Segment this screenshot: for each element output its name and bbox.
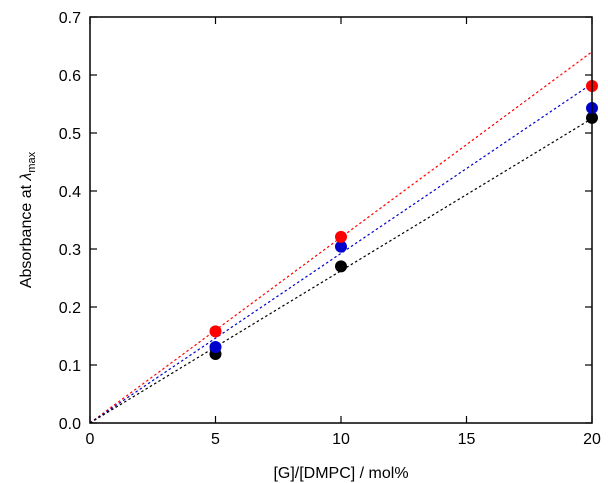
y-tick-label: 0.2 [59, 300, 81, 317]
data-point [335, 230, 347, 243]
y-axis-label-text: Absorbance at [18, 181, 35, 289]
y-axis-label-symbol: λ [18, 173, 35, 182]
y-tick-label: 0.6 [59, 68, 81, 85]
x-axis-label: [G]/[DMPC] / mol% [273, 465, 408, 482]
x-tick-label: 5 [211, 431, 220, 448]
y-axis-label: Absorbance at λmax [18, 151, 38, 288]
plot-frame [89, 16, 593, 424]
y-tick-label: 0.5 [59, 126, 81, 143]
x-tick-label: 15 [458, 431, 476, 448]
y-tick-label: 0.0 [59, 416, 81, 433]
data-point [209, 341, 222, 354]
data-point [335, 240, 347, 253]
y-tick-label: 0.1 [59, 358, 81, 375]
y-tick-label: 0.4 [59, 184, 81, 201]
x-tick-label: 10 [332, 431, 350, 448]
y-tick-label: 0.3 [59, 242, 81, 259]
ticks-layer [89, 16, 593, 424]
data-points-layer [209, 80, 598, 360]
fit-line [89, 83, 593, 424]
data-point [209, 325, 222, 338]
x-tick-label: 20 [583, 431, 601, 448]
y-axis-label-subscript: max [26, 151, 38, 172]
y-tick-label: 0.7 [59, 10, 81, 27]
tick-labels-layer: 0 5 10 15 20 0.0 0.1 0.2 0.3 0.4 0.5 0.6 0.7 [59, 10, 601, 448]
data-point [335, 260, 347, 273]
x-tick-label: 0 [86, 431, 95, 448]
